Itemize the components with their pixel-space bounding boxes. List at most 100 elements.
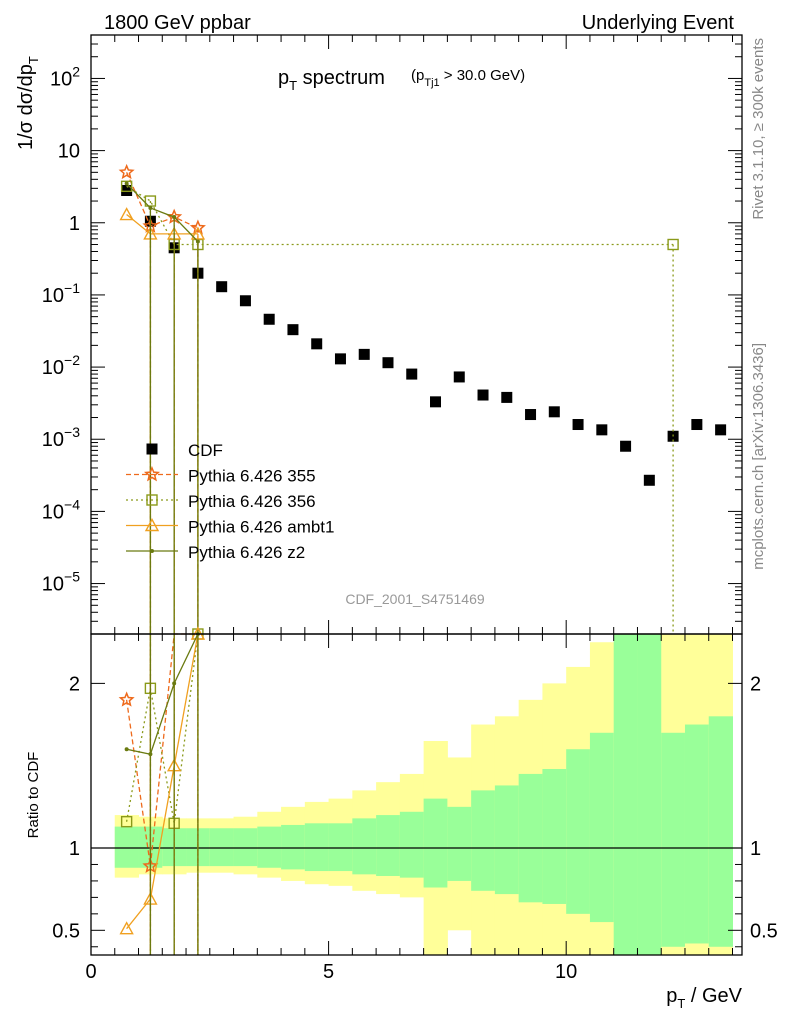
title-rest: spectrum: [297, 67, 385, 89]
x-tick-label: 0: [85, 961, 96, 983]
ratio-series-p356: [120, 628, 204, 955]
ratio-point-ambt1: [119, 921, 134, 935]
legend-label-cdf: CDF: [188, 441, 223, 460]
y-tick-label-exp: −1: [64, 280, 80, 296]
legend-marker-ambt1: [144, 518, 160, 532]
series-line-ambt1: [126, 213, 198, 235]
point-cdf: [287, 324, 299, 336]
y-tick-label-exp: −3: [64, 424, 80, 440]
ratio-point-p356: [120, 815, 133, 828]
series-p356: [120, 180, 679, 634]
point-cdf: [406, 368, 418, 380]
y-tick-label: 10−5: [42, 569, 80, 596]
point-cdf: [311, 338, 323, 350]
ratio-point-z2: [124, 747, 129, 752]
analysis-watermark: CDF_2001_S4751469: [345, 591, 485, 607]
ratio-band-inner: [423, 798, 448, 888]
legend-label-p355: Pythia 6.426 355: [188, 467, 316, 486]
y-tick-label: 10: [58, 141, 80, 163]
y-tick-label-exp: −2: [64, 352, 80, 368]
point-p356: [667, 238, 679, 251]
title-p-sub: T: [289, 78, 297, 93]
ratio-band-inner: [304, 823, 330, 872]
legend-marker-cdf: [146, 443, 158, 455]
ratio-band-inner: [328, 823, 353, 872]
point-cdf: [572, 419, 584, 431]
y-axis-label-text: 1/σ dσ/dp: [15, 64, 37, 150]
y-tick-label-base: 10: [42, 285, 64, 307]
point-cdf: [121, 184, 133, 196]
x-axis-label: pT / GeV: [666, 985, 742, 1011]
ratio-band-inner: [114, 826, 140, 868]
series-line-p355: [126, 172, 199, 229]
y-axis-label-sub: T: [26, 56, 41, 64]
ratio-band-inner: [637, 634, 662, 955]
series-line-p356: [126, 185, 674, 246]
ratio-band-inner: [233, 828, 258, 867]
point-z2: [124, 181, 129, 186]
point-z2: [172, 215, 177, 220]
ratio-band-inner: [447, 806, 472, 881]
ratio-series-ambt1: [119, 626, 206, 955]
y-tick-label-base: 10: [42, 574, 64, 596]
y-tick-label: 102: [50, 63, 80, 90]
main-series: [118, 163, 727, 634]
legend-label-z2: Pythia 6.426 z2: [188, 543, 305, 562]
point-cdf: [501, 391, 513, 403]
point-cdf: [525, 409, 537, 421]
ratio-band-inner: [257, 826, 282, 868]
title-cut-rest: > 30.0 GeV): [440, 67, 525, 84]
series-z2: [124, 181, 200, 634]
y-tick-label: 1: [69, 213, 80, 235]
x-tick-label: 5: [323, 961, 334, 983]
ratio-y-label: Ratio to CDF: [25, 752, 42, 839]
ratio-y-tick-label-right: 0.5: [750, 920, 778, 942]
y-tick-label-exp: −5: [64, 569, 80, 585]
ratio-band-inner: [399, 811, 425, 878]
rivet-label: Rivet 3.1.10, ≥ 300k events: [750, 38, 767, 220]
y-tick-label-base: 10: [42, 429, 64, 451]
legend: CDF Pythia 6.426 355 Pythia 6.426 356 Pythi…: [126, 441, 334, 562]
y-tick-label-base: 10: [42, 501, 64, 523]
point-cdf: [239, 295, 251, 307]
ratio-y-tick-label-right: 1: [750, 838, 761, 860]
legend-label-ambt1: Pythia 6.426 ambt1: [188, 518, 334, 537]
x-tick-label: 10: [555, 961, 577, 983]
ratio-point-z2: [172, 681, 177, 686]
main-title: pT spectrum: [278, 67, 385, 93]
ratio-band-inner: [708, 716, 733, 947]
point-ambt1: [119, 207, 134, 221]
mcplots-label: mcplots.cern.ch [arXiv:1306.3436]: [750, 343, 767, 570]
y-tick-label: 10−1: [42, 280, 80, 307]
series-p355: [118, 163, 206, 634]
ratio-frame: [90, 633, 743, 956]
point-z2: [195, 239, 200, 244]
ratio-band-inner: [542, 768, 567, 904]
ratio-band-inner: [566, 749, 591, 914]
point-cdf: [430, 396, 442, 408]
ratio-y-tick-label: 0.5: [52, 920, 80, 942]
ratio-band-inner: [684, 724, 710, 944]
y-tick-label-exp: −4: [64, 496, 80, 512]
y-tick-label: 10−3: [42, 424, 80, 451]
point-cdf: [620, 440, 632, 452]
title-cut-sub: Tj1: [424, 77, 439, 89]
ratio-bands: [114, 634, 733, 955]
ratio-y-tick-label: 2: [69, 673, 80, 695]
point-cdf: [715, 424, 727, 436]
series-ambt1: [119, 207, 206, 634]
ratio-y-tick-label-right: 2: [750, 673, 761, 695]
ratio-band-inner: [589, 732, 615, 923]
x-axis-label-p: p: [666, 985, 677, 1007]
y-tick-label-base: 10: [50, 68, 72, 90]
point-cdf: [382, 357, 394, 369]
point-cdf: [548, 406, 560, 418]
ratio-band-inner: [352, 818, 377, 875]
y-tick-label: 10−4: [42, 496, 80, 523]
x-axis-label-sub: T: [677, 996, 685, 1011]
header-left: 1800 GeV ppbar: [104, 12, 251, 34]
point-ambt1: [190, 226, 206, 240]
ratio-band-inner: [494, 785, 520, 895]
